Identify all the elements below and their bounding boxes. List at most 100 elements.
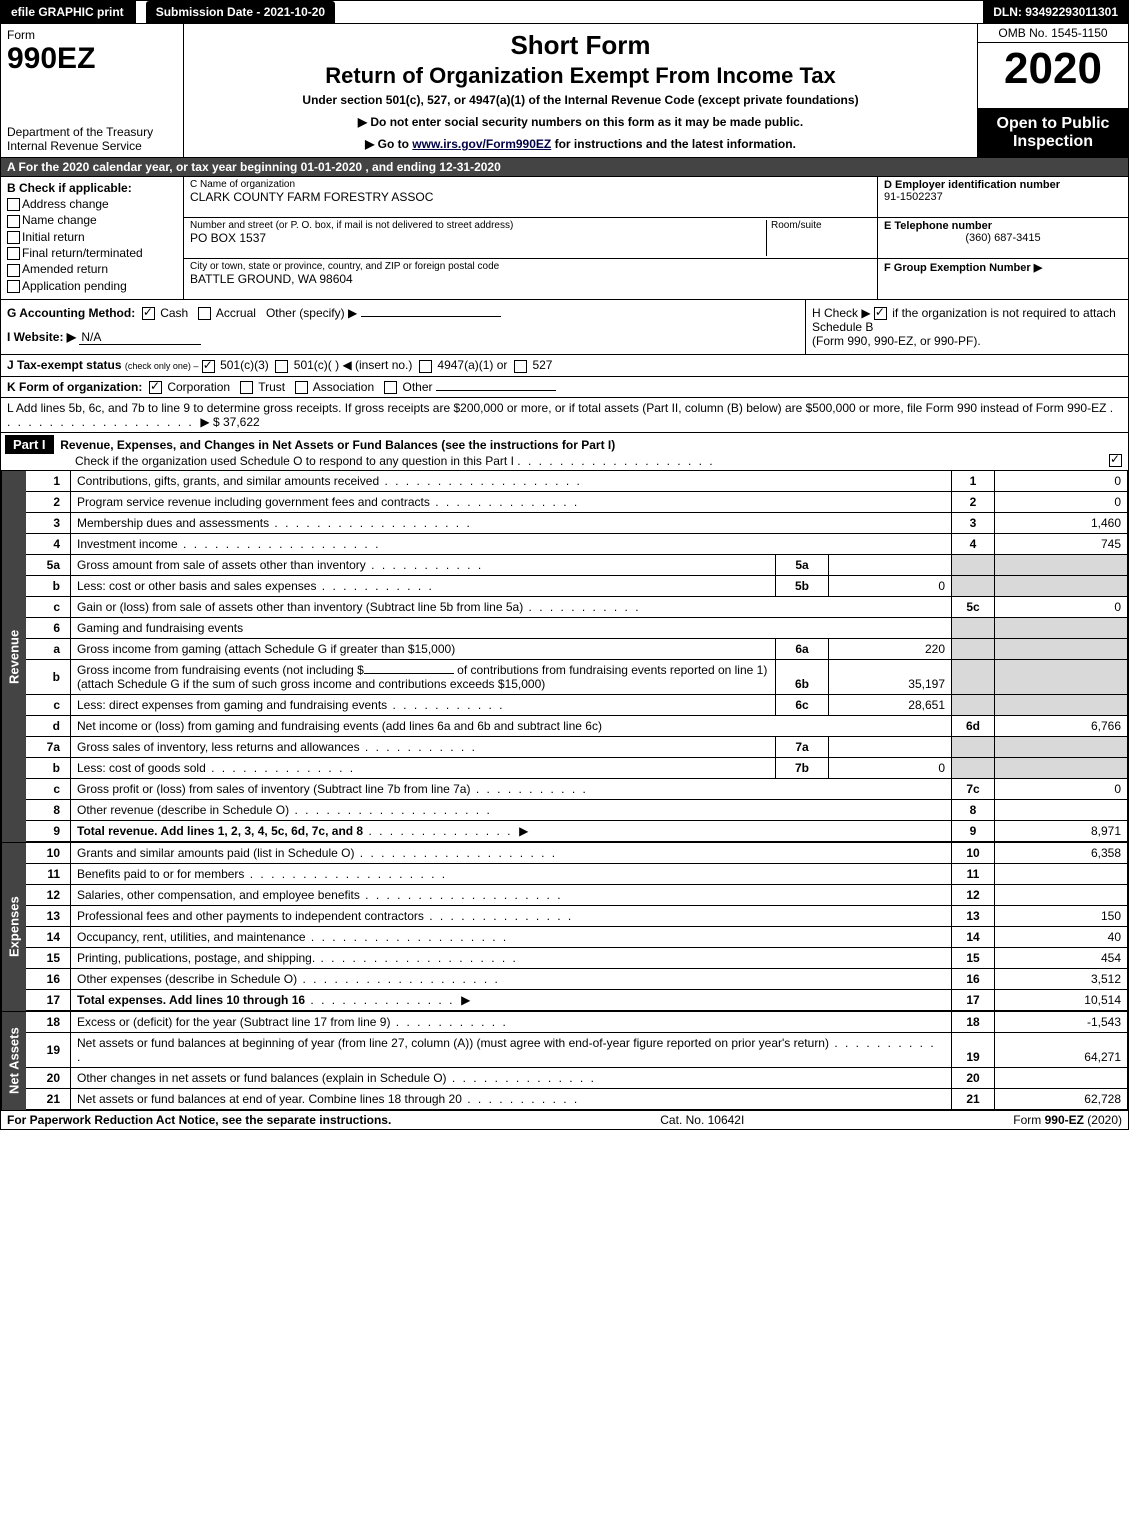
chk-527[interactable]	[514, 360, 527, 373]
l3-rnum: 3	[952, 512, 995, 533]
l7c-rnum: 7c	[952, 778, 995, 799]
l6d-num: d	[26, 715, 71, 736]
section-subtext: Under section 501(c), 527, or 4947(a)(1)…	[194, 93, 967, 107]
h-text1: H Check ▶	[812, 306, 874, 320]
l8-num: 8	[26, 799, 71, 820]
url-post: for instructions and the latest informat…	[551, 137, 796, 151]
d-label: D Employer identification number	[884, 179, 1060, 191]
chk-other-org[interactable]	[384, 381, 397, 394]
l5b-rgray	[952, 575, 995, 596]
expenses-section: Expenses 10 Grants and similar amounts p…	[0, 843, 1129, 1012]
l19-num: 19	[26, 1032, 71, 1067]
l7b-amtgray	[995, 757, 1128, 778]
chk-501c[interactable]	[275, 360, 288, 373]
l6b-midamt: 35,197	[829, 659, 952, 694]
opt-501c: 501(c)( ) ◀ (insert no.)	[294, 358, 413, 372]
chk-name-change[interactable]: Name change	[7, 213, 177, 227]
l7a-midamt	[829, 736, 952, 757]
expenses-table: 10 Grants and similar amounts paid (list…	[26, 843, 1128, 1011]
line-8: 8 Other revenue (describe in Schedule O)…	[26, 799, 1128, 820]
part1-check-line: Check if the organization used Schedule …	[75, 454, 514, 468]
l4-text: Investment income	[71, 533, 952, 554]
opt-4947: 4947(a)(1) or	[437, 358, 507, 372]
part1-header: Part I Revenue, Expenses, and Changes in…	[0, 433, 1129, 471]
opt-527: 527	[532, 358, 552, 372]
l16-text: Other expenses (describe in Schedule O)	[71, 968, 952, 989]
chk-application-pending[interactable]: Application pending	[7, 279, 177, 293]
chk-initial-return[interactable]: Initial return	[7, 230, 177, 244]
c-name-label: C Name of organization	[190, 179, 871, 190]
col-def: D Employer identification number 91-1502…	[878, 177, 1128, 299]
url-pre: ▶ Go to	[365, 137, 412, 151]
chk-4947[interactable]	[419, 360, 432, 373]
l8-rnum: 8	[952, 799, 995, 820]
l12-amt	[995, 884, 1128, 905]
l6c-rgray	[952, 694, 995, 715]
line-18: 18 Excess or (deficit) for the year (Sub…	[26, 1012, 1128, 1033]
l5b-text: Less: cost or other basis and sales expe…	[71, 575, 776, 596]
l15-rnum: 15	[952, 947, 995, 968]
line-13: 13 Professional fees and other payments …	[26, 905, 1128, 926]
chk-trust[interactable]	[240, 381, 253, 394]
footer-mid: Cat. No. 10642I	[660, 1113, 744, 1127]
omb-number: OMB No. 1545-1150	[978, 24, 1128, 43]
l2-rnum: 2	[952, 491, 995, 512]
irs-link[interactable]: www.irs.gov/Form990EZ	[412, 137, 551, 151]
l9-num: 9	[26, 820, 71, 841]
l13-rnum: 13	[952, 905, 995, 926]
l14-amt: 40	[995, 926, 1128, 947]
l13-text: Professional fees and other payments to …	[71, 905, 952, 926]
chk-cash[interactable]	[142, 307, 155, 320]
l1-amt: 0	[995, 471, 1128, 492]
chk-schedule-o[interactable]	[1109, 454, 1122, 467]
chk-address-change[interactable]: Address change	[7, 197, 177, 211]
k-label: K Form of organization:	[7, 380, 142, 394]
short-form-title: Short Form	[194, 30, 967, 61]
l8-text: Other revenue (describe in Schedule O)	[71, 799, 952, 820]
l20-amt	[995, 1067, 1128, 1088]
revenue-tab: Revenue	[1, 471, 26, 842]
l7a-rgray	[952, 736, 995, 757]
footer-right: Form 990-EZ (2020)	[1013, 1113, 1122, 1127]
l20-num: 20	[26, 1067, 71, 1088]
opt-accrual: Accrual	[216, 306, 256, 320]
chk-final-return[interactable]: Final return/terminated	[7, 246, 177, 260]
line-20: 20 Other changes in net assets or fund b…	[26, 1067, 1128, 1088]
l-amount: 37,622	[223, 415, 260, 429]
l14-text: Occupancy, rent, utilities, and maintena…	[71, 926, 952, 947]
l19-amt: 64,271	[995, 1032, 1128, 1067]
line-7b: b Less: cost of goods sold 7b 0	[26, 757, 1128, 778]
l21-text: Net assets or fund balances at end of ye…	[71, 1088, 952, 1109]
l7c-num: c	[26, 778, 71, 799]
l7b-num: b	[26, 757, 71, 778]
l6d-text: Net income or (loss) from gaming and fun…	[71, 715, 952, 736]
chk-accrual[interactable]	[198, 307, 211, 320]
chk-corporation[interactable]	[149, 381, 162, 394]
l17-amt: 10,514	[995, 989, 1128, 1010]
form-number: 990EZ	[7, 42, 177, 76]
line-4: 4 Investment income 4 745	[26, 533, 1128, 554]
chk-schedule-b[interactable]	[874, 307, 887, 320]
l17-text: Total expenses. Add lines 10 through 16 …	[71, 989, 952, 1010]
chk-association[interactable]	[295, 381, 308, 394]
section-bcdef: B Check if applicable: Address change Na…	[0, 177, 1129, 300]
l18-amt: -1,543	[995, 1012, 1128, 1033]
l12-rnum: 12	[952, 884, 995, 905]
tax-year: 2020	[978, 43, 1128, 109]
j-sub: (check only one) ‒	[125, 361, 199, 371]
open-to-public: Open to Public Inspection	[978, 109, 1128, 157]
org-city: BATTLE GROUND, WA 98604	[190, 272, 871, 286]
efile-print-button[interactable]: efile GRAPHIC print	[1, 1, 136, 23]
l6b-rgray	[952, 659, 995, 694]
chk-amended-return[interactable]: Amended return	[7, 262, 177, 276]
l5c-num: c	[26, 596, 71, 617]
row-l: L Add lines 5b, 6c, and 7b to line 9 to …	[0, 398, 1129, 433]
line-6d: d Net income or (loss) from gaming and f…	[26, 715, 1128, 736]
url-notice: ▶ Go to www.irs.gov/Form990EZ for instru…	[194, 137, 967, 151]
l19-rnum: 19	[952, 1032, 995, 1067]
d-ein: D Employer identification number 91-1502…	[878, 177, 1128, 218]
l6c-mid: 6c	[776, 694, 829, 715]
chk-501c3[interactable]	[202, 360, 215, 373]
l7a-amtgray	[995, 736, 1128, 757]
line-10: 10 Grants and similar amounts paid (list…	[26, 843, 1128, 864]
